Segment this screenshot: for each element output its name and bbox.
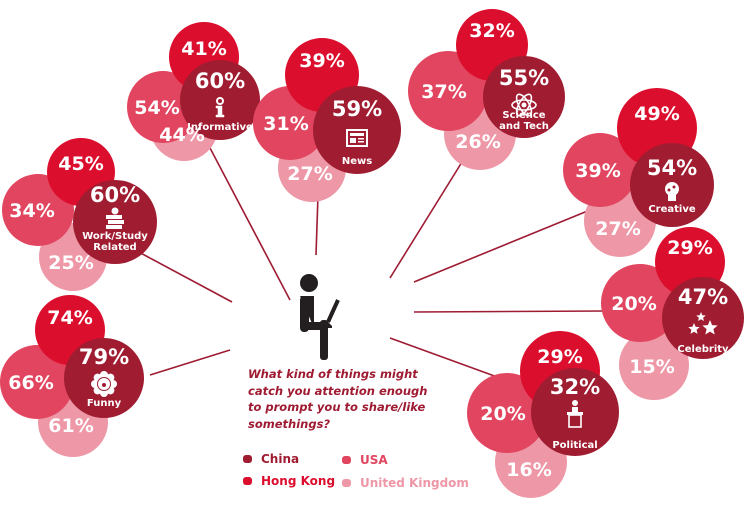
value-usa: 39% <box>575 160 620 182</box>
value-usa: 31% <box>263 113 308 135</box>
value-hong-kong: 41% <box>181 38 226 60</box>
question-text: What kind of things might catch you atte… <box>248 366 438 432</box>
cluster-creative: 27% 39% 49% 54% Creative <box>563 88 714 257</box>
legend-item-united-kingdom: United Kingdom <box>342 476 469 490</box>
value-usa: 34% <box>9 200 54 222</box>
bubble-usa <box>127 71 199 143</box>
value-china: 55% <box>499 66 549 90</box>
category-label: Related <box>93 242 136 253</box>
value-china: 79% <box>79 345 129 369</box>
value-usa: 54% <box>134 97 179 119</box>
value-hong-kong: 29% <box>537 346 582 368</box>
legend-label: Hong Kong <box>261 474 336 488</box>
question-line: What kind of things might <box>248 367 418 381</box>
value-china: 60% <box>90 183 140 207</box>
info-icon <box>215 97 225 118</box>
newspaper-icon <box>346 129 368 147</box>
value-uk: 44% <box>159 124 204 146</box>
bubble-china <box>180 60 260 140</box>
cluster-funny: 61% 66% 74% 79% Funny <box>0 295 144 457</box>
legend-item-usa: USA <box>342 453 388 467</box>
books-apple-icon <box>106 207 124 229</box>
value-uk: 26% <box>455 131 500 153</box>
value-usa: 66% <box>8 372 53 394</box>
value-hong-kong: 32% <box>469 20 514 42</box>
cluster-news: 27% 31% 39% 59% News <box>253 38 401 202</box>
value-uk: 16% <box>506 459 551 481</box>
category-label: Informative <box>187 122 253 133</box>
legend-item-hong-kong: Hong Kong <box>243 474 335 488</box>
category-label: Political <box>552 440 597 451</box>
value-china: 59% <box>332 97 382 121</box>
category-label: Celebrity <box>677 344 729 355</box>
category-label: Work/Study <box>82 231 148 242</box>
bubble-usa <box>0 345 74 419</box>
legend-swatch <box>342 479 351 487</box>
value-hong-kong: 49% <box>634 103 679 125</box>
palette-head-icon <box>665 182 679 201</box>
legend-swatch <box>243 477 252 485</box>
bubble-clusters: 44%54%41%60%Informative27%31%39%59%News2… <box>0 9 744 498</box>
value-china: 54% <box>647 156 697 180</box>
cluster-political: 16% 20% 29% 32% Political <box>467 331 619 498</box>
category-label: and Tech <box>499 121 549 132</box>
value-china: 32% <box>550 375 600 399</box>
category-label: News <box>342 156 372 167</box>
question-line: somethings? <box>248 416 331 431</box>
podium-icon <box>567 400 583 428</box>
category-label: Creative <box>648 204 696 215</box>
value-usa: 20% <box>480 403 525 425</box>
question-line: to prompt you to share/like <box>248 400 426 414</box>
value-uk: 27% <box>595 218 640 240</box>
bubble-usa <box>601 264 679 342</box>
legend-label: China <box>261 452 300 466</box>
value-hong-kong: 39% <box>299 50 344 72</box>
category-label: Funny <box>87 398 122 409</box>
value-hong-kong: 29% <box>667 237 712 259</box>
clown-icon <box>91 371 117 397</box>
legend-label: United Kingdom <box>360 476 469 490</box>
value-china: 47% <box>678 285 728 309</box>
value-uk: 25% <box>48 252 93 274</box>
value-china: 60% <box>195 69 245 93</box>
value-uk: 27% <box>287 163 332 185</box>
value-usa: 20% <box>611 293 656 315</box>
value-uk: 15% <box>629 356 674 378</box>
value-hong-kong: 45% <box>58 153 103 175</box>
legend-swatch <box>243 455 252 463</box>
cluster-informative: 44% 54% 41% 60% Informative <box>127 22 260 161</box>
stars-icon <box>688 312 718 335</box>
cluster-celebrity: 15% 20% 29% 47% Celebrity <box>601 227 744 400</box>
category-label: Science <box>502 110 545 121</box>
value-hong-kong: 74% <box>47 307 92 329</box>
question-line: catch you attention enough <box>248 383 428 398</box>
atom-icon <box>511 93 537 117</box>
value-usa: 37% <box>421 81 466 103</box>
bubble-usa <box>563 133 637 207</box>
connector-lines <box>134 147 607 379</box>
legend-label: USA <box>360 453 388 467</box>
legend-item-china: China <box>243 452 299 466</box>
value-uk: 61% <box>48 415 93 437</box>
legend-swatch <box>342 456 351 464</box>
bubble-uk <box>619 330 689 400</box>
person-with-laptop-icon <box>300 274 340 360</box>
